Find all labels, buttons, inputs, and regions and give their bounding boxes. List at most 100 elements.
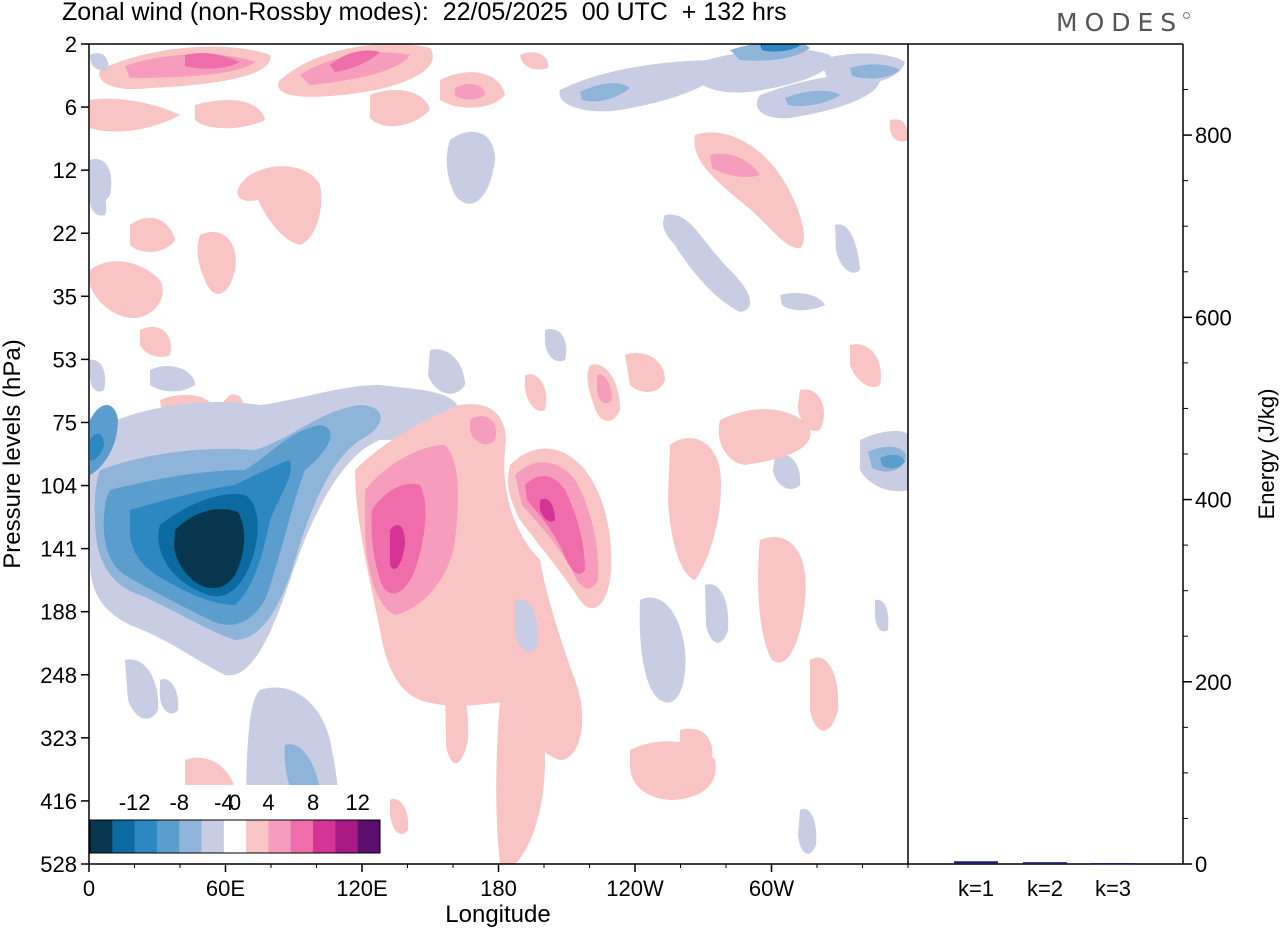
heatmap-region (140, 326, 171, 357)
heatmap-region (835, 224, 860, 273)
colorbar-label: -4 (214, 790, 234, 815)
energy-bar (1023, 862, 1067, 864)
colorbar-label: 12 (345, 790, 369, 815)
heatmap-region (446, 131, 495, 204)
heatmap-region (455, 84, 485, 100)
heatmap-region (597, 374, 612, 404)
y-tick-label: 188 (40, 600, 77, 625)
heatmap-region (90, 189, 107, 216)
bar-category-label: k=2 (1027, 876, 1063, 901)
heatmap-region (773, 454, 801, 490)
y-tick-label: 6 (65, 95, 77, 120)
y-tick-label: 416 (40, 789, 77, 814)
colorbar-label: -8 (169, 790, 189, 815)
x-tick-label: 120W (606, 876, 664, 901)
y-tick-label: 53 (53, 347, 77, 372)
y-tick-label: 104 (40, 474, 77, 499)
x-tick-label: 60E (206, 876, 245, 901)
y-tick-label: 35 (53, 284, 77, 309)
heatmap-region (850, 64, 900, 79)
heatmap-region (710, 153, 760, 178)
colorbar-border (89, 819, 381, 854)
colorbar-swatch (268, 820, 292, 853)
heatmap-region (798, 809, 817, 854)
energy-bar (1091, 863, 1135, 865)
heatmap-region (515, 599, 539, 653)
heatmap-region (889, 119, 908, 142)
heatmap-region (237, 166, 322, 245)
heatmap-region (545, 329, 567, 362)
y-tick-label: 248 (40, 663, 77, 688)
heatmap-region (197, 231, 236, 294)
energy-tick-label: 400 (1195, 488, 1232, 513)
heatmap-region (390, 799, 409, 835)
brand-trademark-icon (1183, 12, 1190, 19)
heatmap-region (625, 352, 665, 392)
y-tick-label: 22 (53, 221, 77, 246)
y-tick-label: 12 (53, 158, 77, 183)
colorbar-swatch (313, 820, 336, 853)
bar-category-label: k=1 (958, 876, 994, 901)
heatmap-region (125, 659, 159, 719)
heatmap-region (390, 525, 405, 569)
heatmap-region (580, 83, 630, 102)
heatmap-region (90, 53, 109, 71)
heatmap-region (705, 584, 729, 643)
heatmap-region (720, 283, 746, 307)
colorbar-swatch (290, 820, 314, 853)
colorbar-swatch (112, 820, 136, 853)
chart-title: Zonal wind (non-Rossby modes): 22/05/202… (62, 0, 787, 26)
bar-category-label: k=3 (1095, 876, 1131, 901)
heatmap-region (668, 438, 721, 580)
colorbar-swatch (134, 820, 158, 853)
heatmap-region (90, 98, 180, 132)
heatmap-region (758, 537, 806, 663)
colorbar-label: -12 (119, 790, 151, 815)
heatmap-region (680, 728, 713, 765)
y-axis-label: Pressure levels (hPa) (0, 339, 26, 568)
heatmap-region (810, 657, 839, 731)
energy-tick-label: 600 (1195, 305, 1232, 330)
heatmap-region (780, 293, 825, 311)
heatmap-region (718, 409, 811, 465)
heatmap-region (130, 217, 175, 252)
heatmap-region (330, 50, 380, 72)
heatmap-region (785, 90, 840, 107)
heatmap-field (89, 44, 908, 864)
heatmap-region (760, 44, 800, 52)
colorbar-swatch (90, 820, 113, 853)
colorbar-swatch (201, 820, 225, 853)
colorbar-label: 0 (229, 790, 241, 815)
heatmap-region (694, 132, 804, 249)
energy-tick-label: 800 (1195, 123, 1232, 148)
heatmap-region (195, 100, 265, 129)
heatmap-region (300, 52, 410, 85)
heatmap-region (540, 498, 555, 522)
heatmap-region (428, 349, 465, 394)
y-tick-label: 75 (53, 410, 77, 435)
heatmap-region (520, 52, 549, 70)
heatmap-region (880, 454, 905, 469)
y-tick-label: 141 (40, 537, 77, 562)
y-tick-label: 323 (40, 726, 77, 751)
heatmap-region (185, 52, 240, 69)
colorbar-label: 8 (307, 790, 319, 815)
heatmap-region (798, 389, 824, 431)
heatmap-region (90, 261, 163, 319)
heatmap-region (690, 48, 832, 93)
x-tick-label: 180 (480, 876, 517, 901)
energy-bar (954, 861, 998, 864)
heatmap-region (90, 433, 104, 461)
heatmap-region (370, 90, 430, 127)
heatmap-region (445, 679, 469, 764)
heatmap-region (639, 597, 686, 703)
energy-axis-label: Energy (J/kg) (1254, 389, 1279, 520)
colorbar-swatch (357, 820, 381, 853)
colorbar-swatch (179, 820, 202, 853)
colorbar: -12 -8 -40 4 8 12 (89, 785, 381, 864)
heatmap-region (874, 599, 889, 632)
x-tick-label: 0 (83, 876, 95, 901)
x-axis-label: Longitude (445, 901, 550, 928)
energy-tick-label: 200 (1195, 670, 1232, 695)
